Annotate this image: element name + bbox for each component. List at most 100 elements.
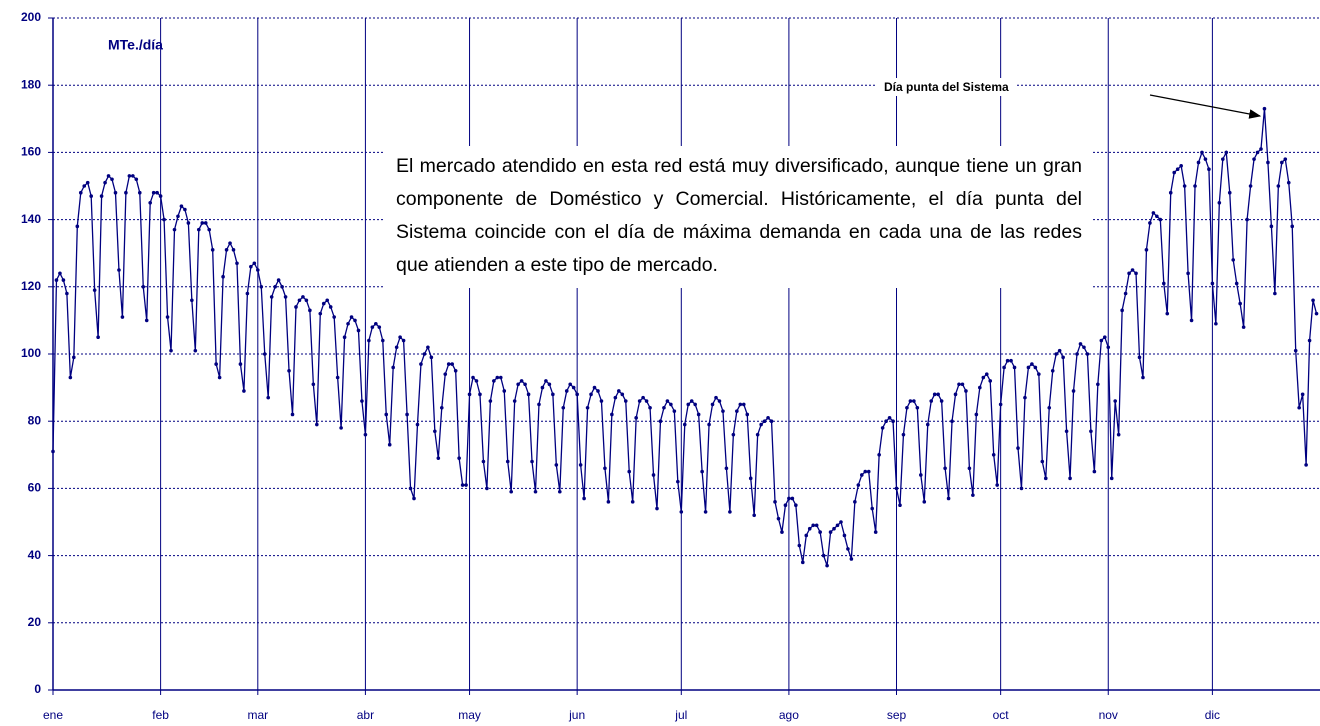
data-point [898,503,902,508]
data-point [1026,365,1031,370]
data-point [1203,157,1208,161]
data-point [51,449,55,454]
data-point [1016,446,1020,450]
data-point [238,362,243,366]
data-point [721,409,725,413]
data-point [769,419,774,424]
data-point [1102,335,1107,340]
data-point [703,510,708,514]
data-point [689,399,694,403]
data-point [419,362,423,366]
data-point [811,523,815,528]
data-point [648,405,652,410]
data-point [1012,365,1017,370]
data-point [825,563,829,568]
data-point [544,379,548,383]
data-point [467,392,472,397]
data-point [450,362,454,366]
data-point [1127,271,1131,276]
data-point [1293,348,1298,353]
data-point [676,479,680,484]
data-point [210,248,215,252]
data-point [818,530,822,534]
data-point [183,207,187,212]
data-point [113,190,118,195]
data-point [714,395,718,400]
data-point [1304,463,1308,467]
data-point [61,278,66,282]
data-point [971,493,975,497]
data-point [519,379,524,383]
data-point [558,489,562,494]
data-point [658,419,663,424]
data-point [859,473,864,477]
data-point [401,338,406,343]
data-point [953,392,958,397]
data-point [877,453,881,457]
data-point [752,513,756,518]
data-point [794,503,798,508]
x-tick-label: jul [674,708,687,722]
data-point [280,285,284,289]
data-point [353,318,357,323]
data-point [932,392,937,397]
data-point [728,510,732,514]
data-point [1096,382,1100,387]
data-point [943,466,947,471]
data-point [1182,184,1187,188]
data-point [884,419,888,424]
data-point [269,295,274,299]
data-point [717,399,722,403]
data-point [224,248,229,252]
data-point [478,392,482,397]
data-point [481,459,486,464]
data-point [662,405,666,410]
data-point [505,459,510,464]
data-point [731,432,736,437]
y-tick-label: 120 [21,279,41,293]
data-point [1210,281,1215,286]
data-point [99,194,104,198]
data-point [523,382,527,387]
data-point [193,348,198,353]
data-point [814,523,819,528]
data-point [846,547,850,551]
data-point [1175,167,1180,171]
data-point [710,402,715,407]
data-point [235,261,239,266]
data-point [596,389,600,393]
data-point [217,375,222,380]
data-point [526,392,531,397]
data-point [245,291,250,296]
data-point [315,422,319,427]
data-point [1276,184,1281,188]
data-point [65,291,69,296]
data-point [127,174,132,178]
data-point [1269,224,1274,229]
data-point [1161,281,1166,286]
data-point [502,389,507,393]
data-point [637,399,642,403]
data-point [103,180,107,185]
data-point [641,395,645,400]
data-point [72,355,76,360]
data-point [1043,476,1048,481]
data-point [1085,352,1090,356]
data-point [443,372,448,376]
data-point [610,412,614,417]
data-point [936,392,940,397]
data-point [1019,486,1024,491]
data-point [297,298,302,303]
data-point [908,399,913,403]
data-point [901,432,906,437]
data-point [273,285,277,289]
data-point [1106,345,1111,350]
data-point [179,204,184,208]
data-point [773,500,777,504]
data-point [870,506,875,511]
data-point [1082,345,1086,350]
data-point [92,288,97,292]
data-point [332,315,336,319]
